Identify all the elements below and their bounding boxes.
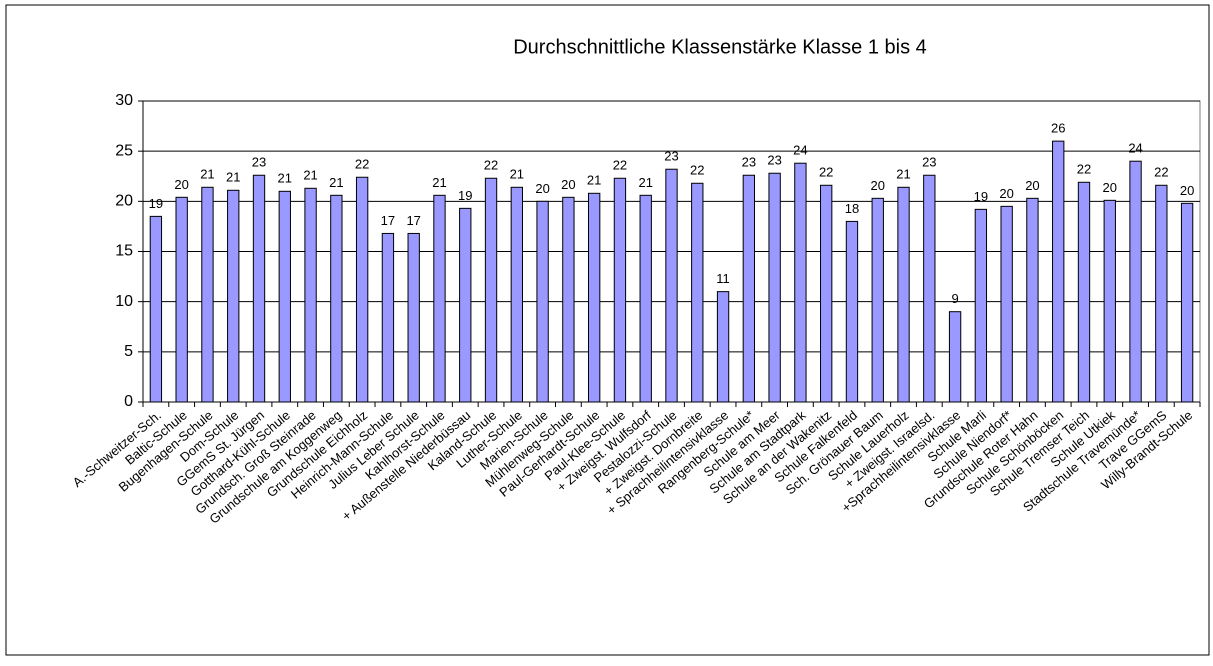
value-label: 23 (767, 153, 781, 168)
y-tick-label: 5 (124, 343, 133, 360)
bar (1180, 202, 1194, 403)
bar (974, 208, 988, 403)
value-label: 11 (716, 271, 730, 286)
bar (1052, 140, 1065, 403)
bar (1077, 181, 1091, 403)
value-label: 20 (535, 181, 549, 196)
bar (794, 162, 807, 403)
bar (252, 174, 266, 403)
value-label: 20 (174, 177, 188, 192)
value-label: 19 (974, 189, 988, 204)
value-label: 26 (1051, 121, 1065, 136)
bar (562, 196, 575, 403)
value-label: 21 (896, 167, 910, 182)
bar (278, 190, 291, 403)
value-label: 20 (561, 177, 575, 192)
bar (897, 186, 910, 403)
value-label: 22 (1154, 165, 1168, 180)
value-label: 22 (355, 157, 369, 172)
y-tick-label: 10 (115, 293, 133, 310)
bar (820, 184, 833, 403)
value-label: 21 (303, 168, 317, 183)
value-label: 21 (278, 171, 292, 186)
bar (433, 194, 446, 403)
value-label: 9 (951, 291, 958, 306)
bar (227, 189, 240, 403)
bar (742, 174, 756, 403)
value-label: 19 (458, 188, 472, 203)
bar (407, 232, 420, 403)
value-label: 23 (252, 155, 266, 170)
value-label: 21 (587, 173, 601, 188)
bar (948, 311, 962, 403)
value-label: 22 (1077, 162, 1091, 177)
value-label: 24 (793, 143, 807, 158)
value-label: 23 (664, 149, 678, 164)
value-label: 21 (200, 167, 214, 182)
value-label: 17 (406, 213, 420, 228)
value-label: 23 (922, 155, 936, 170)
value-label: 20 (871, 178, 885, 193)
bar (381, 232, 395, 403)
y-tick-label: 30 (115, 92, 133, 109)
bar (665, 168, 678, 403)
value-label: 23 (742, 155, 756, 170)
bar (459, 207, 472, 403)
value-label: 21 (638, 175, 652, 190)
bar (1155, 184, 1168, 403)
y-tick-label: 20 (115, 193, 133, 210)
value-label: 21 (510, 167, 524, 182)
bar (536, 200, 549, 403)
value-label: 21 (329, 175, 343, 190)
value-label: 22 (690, 163, 704, 178)
bar (484, 177, 498, 403)
chart-title: Durchschnittliche Klassenstärke Klasse 1… (513, 36, 927, 58)
bar (923, 174, 936, 403)
bar (149, 215, 163, 403)
bar (613, 177, 627, 403)
value-label: 22 (819, 165, 833, 180)
bar (845, 220, 859, 403)
bar (304, 187, 317, 403)
y-tick-label: 25 (115, 142, 133, 159)
value-label: 22 (613, 158, 627, 173)
bar (691, 182, 704, 403)
bar (587, 192, 601, 403)
bar (1026, 197, 1039, 403)
value-label: 20 (999, 186, 1013, 201)
value-label: 22 (484, 158, 498, 173)
bar (768, 172, 781, 403)
bar (716, 291, 730, 403)
bar (1129, 160, 1142, 403)
bar (1000, 205, 1013, 403)
value-label: 17 (381, 213, 395, 228)
bar (201, 186, 214, 403)
value-label: 20 (1180, 183, 1194, 198)
value-label: 20 (1025, 178, 1039, 193)
bar (1103, 199, 1116, 403)
value-label: 24 (1128, 141, 1142, 156)
y-tick-label: 0 (124, 393, 133, 410)
bar (330, 194, 343, 403)
bar (175, 196, 188, 403)
bar (355, 176, 369, 403)
value-label: 21 (226, 170, 240, 185)
value-label: 21 (432, 175, 446, 190)
value-label: 20 (1103, 180, 1117, 195)
value-label: 18 (845, 201, 859, 216)
bar (510, 186, 523, 403)
bar (639, 194, 652, 403)
value-label: 19 (149, 196, 163, 211)
y-tick-label: 15 (115, 243, 133, 260)
bar (871, 197, 884, 403)
